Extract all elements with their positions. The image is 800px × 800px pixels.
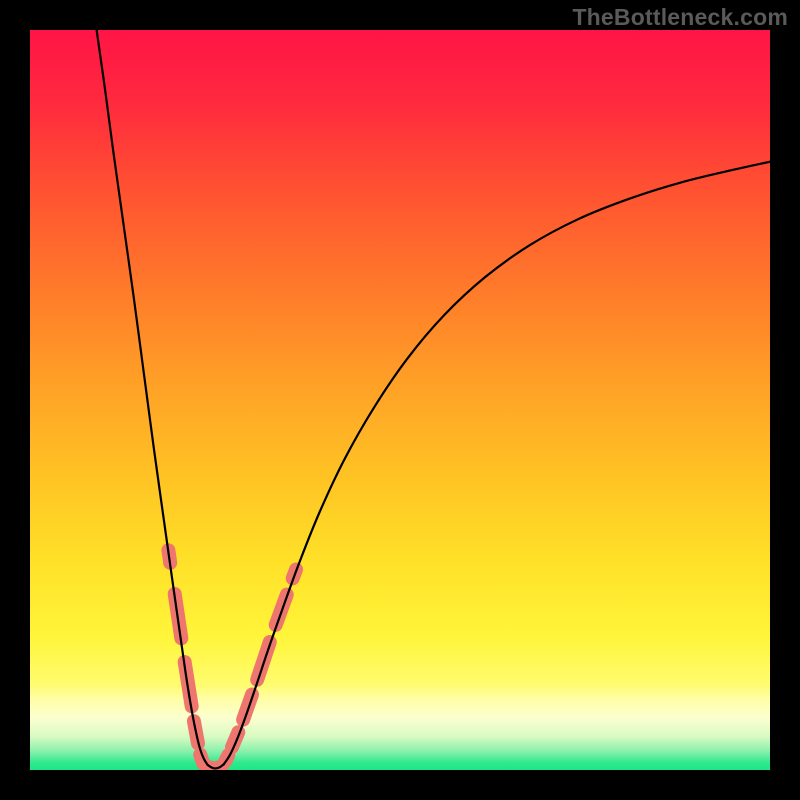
watermark-text: TheBottleneck.com — [572, 4, 788, 31]
chart-svg — [0, 0, 800, 800]
figure-root: TheBottleneck.com — [0, 0, 800, 800]
plot-background-gradient — [30, 30, 770, 770]
marker-segment — [243, 695, 252, 720]
